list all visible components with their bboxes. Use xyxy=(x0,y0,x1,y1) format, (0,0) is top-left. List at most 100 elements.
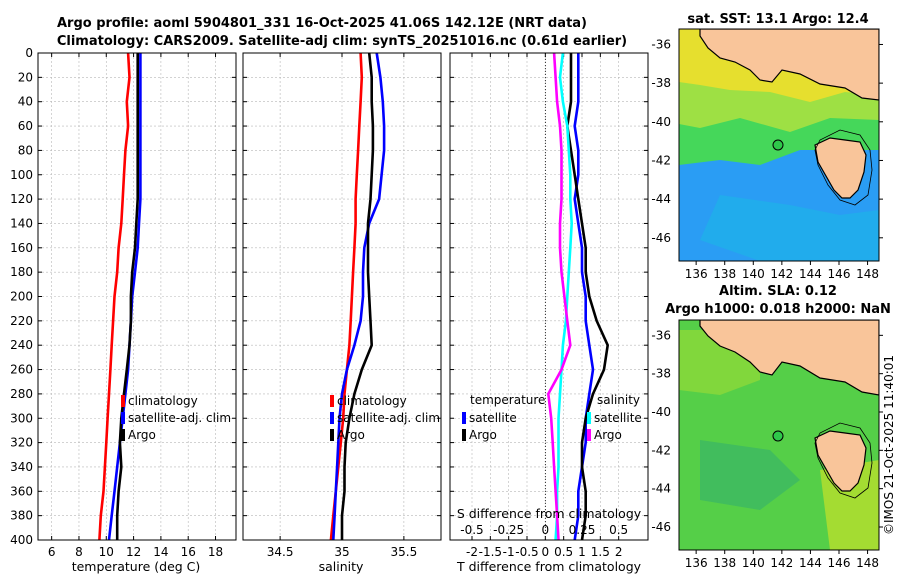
depth-tick-label: 0 xyxy=(25,46,33,60)
sla-map-title: Altim. SLA: 0.12 xyxy=(719,284,837,299)
s-diff-tick-label: 0.25 xyxy=(569,523,596,537)
sal-legend-satellite-label: satellite-adj. clim xyxy=(337,411,440,425)
sal-legend-argo-label: Argo xyxy=(337,428,365,442)
diff-xtick-label: -1 xyxy=(503,545,515,559)
s-difference-label: S difference from climatology xyxy=(457,506,642,521)
sst-map-ticks: -36 -38 -40 -42 -44 -46 136 138 140 142 144 146 148 xyxy=(651,37,883,281)
diff-xtick-label: -0.5 xyxy=(515,545,538,559)
series-argo xyxy=(115,53,139,540)
depth-tick-label: 300 xyxy=(10,411,33,425)
diff-legend-t-satellite-label: satellite xyxy=(469,411,517,425)
depth-tick-label: 360 xyxy=(10,484,33,498)
sla-lon-label: 146 xyxy=(828,556,851,570)
sla-lon-label: 138 xyxy=(713,556,736,570)
depth-tick-label: 60 xyxy=(18,119,33,133)
depth-tick-label: 160 xyxy=(10,241,33,255)
sla-map-frame xyxy=(678,319,880,551)
sst-lat-label: -44 xyxy=(651,192,671,206)
temp-legend-argo-swatch xyxy=(121,429,125,441)
diff-legend-t-satellite-swatch xyxy=(462,412,466,424)
temp-xtick-label: 8 xyxy=(75,545,83,559)
salinity-panel: 34.5 35 35.5 climatology satellite-adj. clim… xyxy=(242,52,442,559)
depth-tick-label: 240 xyxy=(10,338,33,352)
sst-lon-label: 142 xyxy=(770,267,793,281)
temp-legend-argo-label: Argo xyxy=(128,428,156,442)
sst-map-title: sat. SST: 13.1 Argo: 12.4 xyxy=(687,12,868,27)
temp-legend-satellite-label: satellite-adj. clim xyxy=(128,411,231,425)
depth-tick-label: 100 xyxy=(10,168,33,182)
sst-lat-label: -38 xyxy=(651,76,671,90)
depth-tick-label: 280 xyxy=(10,387,33,401)
temperature-panel: 0 20 40 60 80 100 120 140 160 180 200 220 240 260 280 3… xyxy=(10,46,237,559)
diff-legend-temperature-title: temperature xyxy=(470,393,545,407)
sal-legend-climatology-label: climatology xyxy=(337,394,407,408)
sla-lat-label: -42 xyxy=(651,443,671,457)
difference-xlabel: T difference from climatology xyxy=(456,559,642,574)
series-salinity-argo xyxy=(546,52,572,541)
diff-xtick-label: -2 xyxy=(466,545,478,559)
sal-xtick-label: 35.5 xyxy=(391,545,418,559)
depth-tick-label: 340 xyxy=(10,460,33,474)
series-climatology xyxy=(98,52,131,541)
temp-legend-satellite-swatch xyxy=(121,412,125,424)
depth-tick-label: 320 xyxy=(10,436,33,450)
sla-lon-label: 144 xyxy=(799,556,822,570)
sst-lon-label: 138 xyxy=(713,267,736,281)
depth-tick-label: 40 xyxy=(18,95,33,109)
diff-xtick-label: -1.5 xyxy=(479,545,502,559)
sla-map xyxy=(679,320,879,550)
temp-xtick-label: 12 xyxy=(126,545,141,559)
sst-map xyxy=(679,29,879,261)
figure-title-line2: Climatology: CARS2009. Satellite-adj cli… xyxy=(57,34,627,49)
diff-legend-salinity-title: salinity xyxy=(597,393,640,407)
depth-tick-label: 180 xyxy=(10,265,33,279)
diff-legend-s-satellite-swatch xyxy=(587,412,591,424)
sla-lon-label: 148 xyxy=(856,556,879,570)
sst-lat-label: -40 xyxy=(651,115,671,129)
sst-lon-label: 140 xyxy=(742,267,765,281)
sla-lon-label: 140 xyxy=(742,556,765,570)
diff-legend-t-argo-label: Argo xyxy=(469,428,497,442)
sst-lat-label: -36 xyxy=(651,37,671,51)
depth-tick-label: 120 xyxy=(10,192,33,206)
depth-tick-label: 400 xyxy=(10,533,33,547)
depth-tick-label: 200 xyxy=(10,290,33,304)
sst-lon-label: 136 xyxy=(685,267,708,281)
sla-map-band-2 xyxy=(700,440,800,510)
s-diff-tick-label: -0.5 xyxy=(460,523,483,537)
diff-xtick-label: 0 xyxy=(542,545,550,559)
series-satellite-adj-clim xyxy=(332,52,386,541)
sst-lon-label: 148 xyxy=(856,267,879,281)
depth-tick-label: 220 xyxy=(10,314,33,328)
sla-map-subtitle: Argo h1000: 0.018 h2000: NaN xyxy=(665,302,891,317)
temp-xtick-label: 18 xyxy=(208,545,223,559)
sla-lat-label: -38 xyxy=(651,367,671,381)
depth-tick-label: 20 xyxy=(18,70,33,84)
difference-panel: -2 -1.5 -1 -0.5 0 0.5 1 1.5 2temperaturesatellit… xyxy=(449,52,649,559)
diff-xtick-label: 1.5 xyxy=(591,545,610,559)
sst-lat-label: -46 xyxy=(651,231,671,245)
sst-argo-location-marker xyxy=(772,139,784,151)
s-diff-tick-label: 0 xyxy=(542,523,550,537)
diff-frame xyxy=(449,52,649,541)
sst-map-mainland xyxy=(699,29,879,101)
temp-legend-climatology-swatch xyxy=(121,395,125,407)
depth-tick-label: 260 xyxy=(10,363,33,377)
sst-map-frame xyxy=(678,28,880,262)
s-diff-tick-label: -0.25 xyxy=(493,523,524,537)
salinity-xlabel: salinity xyxy=(319,559,364,574)
sst-map-tasmania xyxy=(814,137,867,199)
sla-lat-label: -46 xyxy=(651,520,671,534)
temperature-xlabel: temperature (deg C) xyxy=(72,559,201,574)
depth-tick-label: 140 xyxy=(10,216,33,230)
sla-map-mainland xyxy=(699,320,879,396)
sla-argo-location-marker xyxy=(772,430,784,442)
sla-lat-label: -40 xyxy=(651,405,671,419)
sla-lat-label: -36 xyxy=(651,328,671,342)
sal-frame xyxy=(242,52,442,541)
temp-xtick-label: 14 xyxy=(153,545,168,559)
diff-xtick-label: 0.5 xyxy=(554,545,573,559)
diff-xtick-label: 2 xyxy=(615,545,623,559)
figure-title-line1: Argo profile: aoml 5904801_331 16-Oct-20… xyxy=(57,16,587,31)
